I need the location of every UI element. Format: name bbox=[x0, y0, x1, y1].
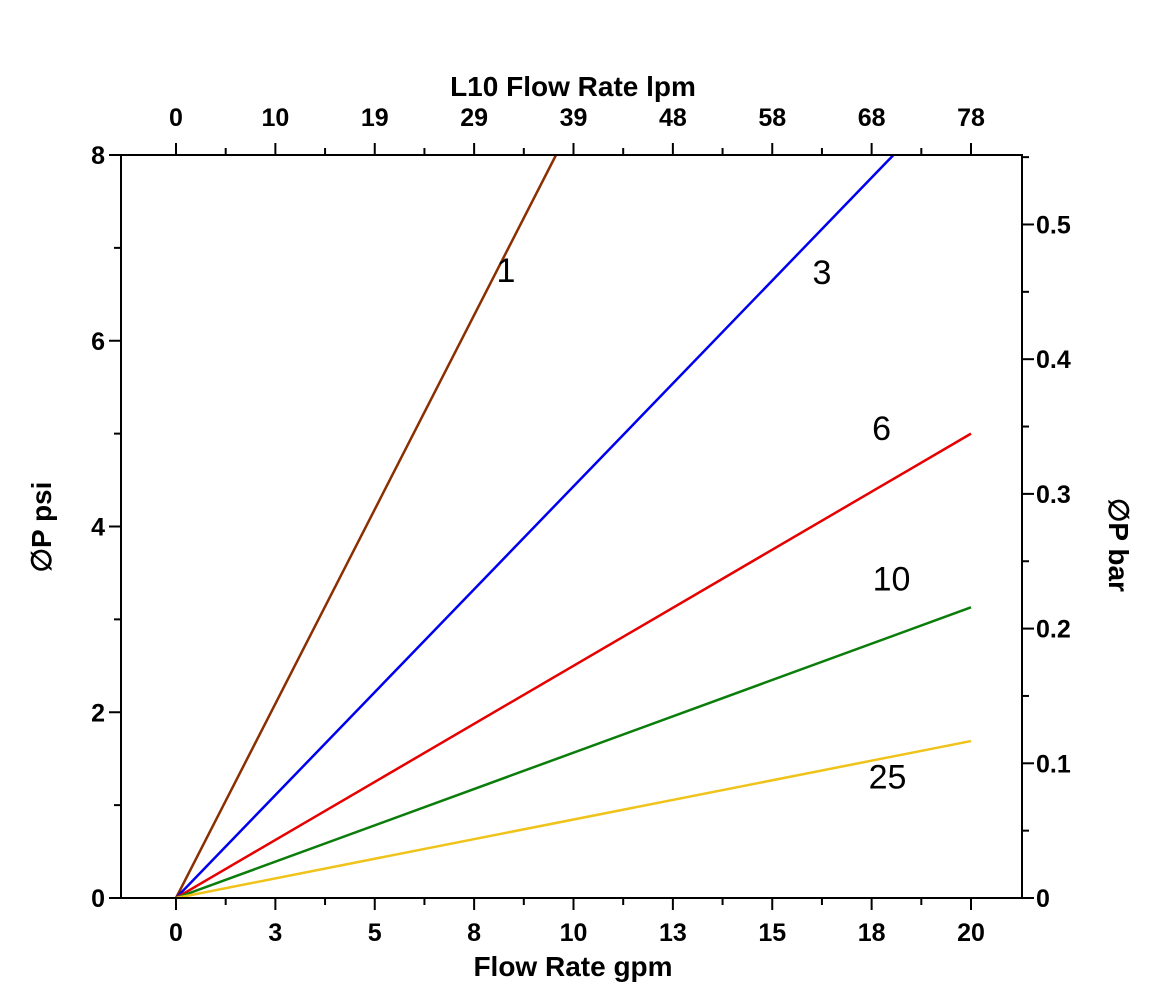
x-axis-top-tick-label: 0 bbox=[169, 104, 183, 132]
axis-title-bottom: Flow Rate gpm bbox=[473, 951, 672, 982]
x-axis-bottom-tick-label: 5 bbox=[368, 919, 382, 947]
x-axis-bottom-tick-label: 18 bbox=[858, 919, 886, 947]
y-axis-left-tick-label: 4 bbox=[91, 514, 105, 542]
x-axis-bottom-tick-label: 13 bbox=[659, 919, 687, 947]
y-axis-left-tick-label: 6 bbox=[91, 328, 105, 356]
axis-title-left: ∅P psi bbox=[26, 482, 57, 573]
x-axis-bottom-tick-label: 10 bbox=[560, 919, 588, 947]
series-label-1: 1 bbox=[496, 252, 515, 290]
series-label-10: 10 bbox=[873, 561, 911, 599]
y-axis-left-tick-label: 0 bbox=[91, 885, 105, 913]
x-axis-top-tick-label: 19 bbox=[361, 104, 389, 132]
series-label-6: 6 bbox=[872, 410, 891, 448]
x-axis-bottom-tick-label: 20 bbox=[957, 919, 985, 947]
y-axis-right-tick-label: 0.2 bbox=[1036, 616, 1071, 644]
x-axis-bottom-tick-label: 3 bbox=[268, 919, 282, 947]
series-label-25: 25 bbox=[869, 758, 907, 796]
y-axis-right-tick-label: 0 bbox=[1036, 885, 1050, 913]
axis-title-top: L10 Flow Rate lpm bbox=[450, 71, 696, 102]
y-axis-right-tick-label: 0.5 bbox=[1036, 211, 1071, 239]
x-axis-top-tick-label: 29 bbox=[460, 104, 488, 132]
y-axis-right-tick-label: 0.1 bbox=[1036, 750, 1071, 778]
x-axis-top-tick-label: 68 bbox=[858, 104, 886, 132]
x-axis-top-tick-label: 78 bbox=[957, 104, 985, 132]
series-line-6 bbox=[175, 432, 972, 900]
series-line-25 bbox=[175, 739, 972, 900]
x-axis-top-tick-label: 39 bbox=[560, 104, 588, 132]
x-axis-bottom-tick-label: 15 bbox=[758, 919, 786, 947]
y-axis-right-tick-label: 0.4 bbox=[1036, 346, 1071, 374]
y-axis-right-tick-label: 0.3 bbox=[1036, 481, 1071, 509]
x-axis-top-tick-label: 10 bbox=[261, 104, 289, 132]
plot-border bbox=[120, 154, 1023, 899]
series-line-3 bbox=[175, 154, 895, 899]
x-axis-bottom-tick-label: 0 bbox=[169, 919, 183, 947]
y-axis-left-tick-label: 2 bbox=[91, 699, 105, 727]
x-axis-top-tick-label: 58 bbox=[758, 104, 786, 132]
x-axis-top-tick-label: 48 bbox=[659, 104, 687, 132]
series-line-1 bbox=[174, 154, 558, 899]
axis-title-right: ∅P bar bbox=[1103, 498, 1134, 592]
x-axis-bottom-tick-label: 8 bbox=[467, 919, 481, 947]
series-label-3: 3 bbox=[812, 254, 831, 292]
y-axis-left-tick-label: 8 bbox=[91, 142, 105, 170]
series-line-10 bbox=[175, 606, 972, 900]
